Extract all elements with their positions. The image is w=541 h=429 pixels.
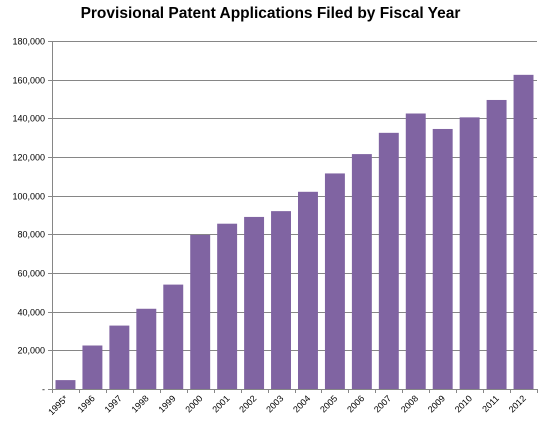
y-tick-label: 140,000 xyxy=(12,114,45,124)
bar-2000 xyxy=(190,235,210,389)
y-tick-label: 20,000 xyxy=(17,346,45,356)
bar-2004 xyxy=(298,192,318,389)
x-tick-label: 1997 xyxy=(103,393,124,414)
bar-1997 xyxy=(109,326,129,389)
bar-1996 xyxy=(82,346,102,390)
y-tick-label: 40,000 xyxy=(17,308,45,318)
y-tick-label: 60,000 xyxy=(17,269,45,279)
x-tick-label: 1999 xyxy=(156,393,177,414)
x-tick-label: 2003 xyxy=(264,393,285,414)
x-tick-label: 1996 xyxy=(76,393,97,414)
x-tick-label: 2002 xyxy=(237,393,258,414)
bar-2008 xyxy=(406,114,426,390)
y-tick-label: 160,000 xyxy=(12,76,45,86)
x-tick-label: 2006 xyxy=(345,393,366,414)
x-tick-label: 2010 xyxy=(453,393,474,414)
bar-2007 xyxy=(379,133,399,389)
bar-2005 xyxy=(325,173,345,389)
bar-2006 xyxy=(352,154,372,389)
x-tick-label: 1998 xyxy=(129,393,150,414)
x-axis-tick-labels: 1995* 1996 19971998 1999 2000 2001 2002 2003 200… xyxy=(46,393,528,417)
bar-2002 xyxy=(244,217,264,389)
bar-2003 xyxy=(271,211,291,389)
x-tick-label: 2005 xyxy=(318,393,339,414)
y-tick-label: 180,000 xyxy=(12,37,45,47)
x-tick-label: 2008 xyxy=(399,393,420,414)
bar-1998 xyxy=(136,309,156,389)
y-tick-label: 100,000 xyxy=(12,192,45,202)
bar-2010 xyxy=(460,117,480,389)
bar-2012 xyxy=(514,75,534,389)
x-tick-label: 2004 xyxy=(291,393,312,414)
bar-2011 xyxy=(487,100,507,389)
x-tick-label: 1995* xyxy=(46,393,70,417)
x-tick-label: 2012 xyxy=(507,393,528,414)
y-tick-label: 80,000 xyxy=(17,230,45,240)
x-tick-label: 2000 xyxy=(183,393,204,414)
y-tick-label: - xyxy=(42,385,45,395)
bar-1999 xyxy=(163,285,183,389)
x-tick-label: 2001 xyxy=(210,393,231,414)
x-tick-label: 2009 xyxy=(426,393,447,414)
y-tick-label: 120,000 xyxy=(12,153,45,163)
bars xyxy=(56,75,534,389)
x-tick-label: 2011 xyxy=(480,393,501,414)
bar-1995 xyxy=(56,380,76,389)
y-axis-tick-labels: - 20,000 40,000 60,000 80,000 100,000 120,000 1… xyxy=(12,37,45,395)
bar-2009 xyxy=(433,129,453,389)
bar-2001 xyxy=(217,224,237,389)
x-tick-label: 2007 xyxy=(372,393,393,414)
